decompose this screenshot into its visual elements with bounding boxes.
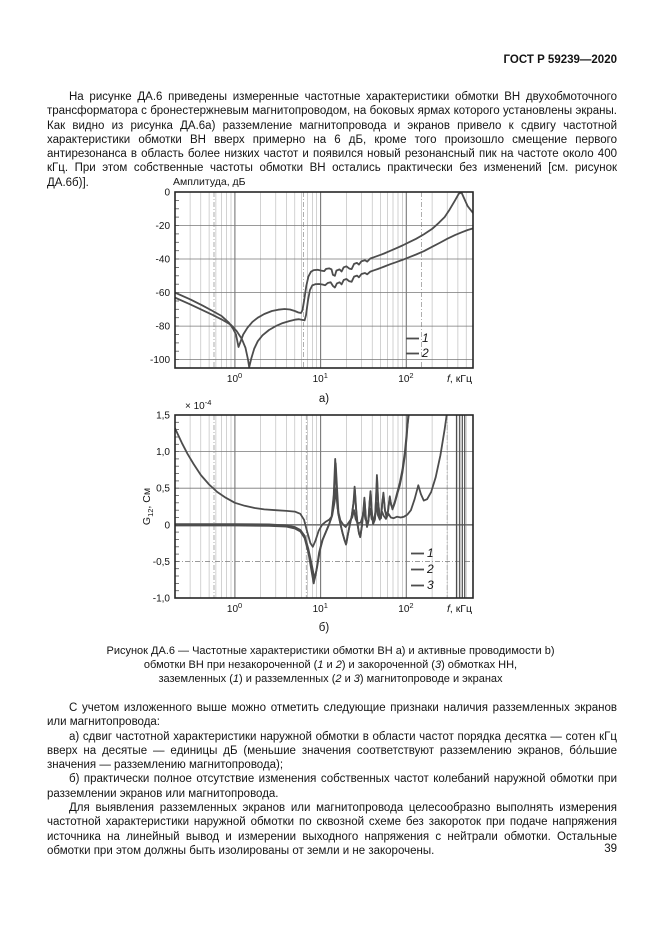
svg-text:0: 0 <box>164 520 170 531</box>
conclusions-block: С учетом изложенного выше можно отметить… <box>47 701 617 858</box>
final-paragraph: Для выявления разземленных экранов или м… <box>47 802 617 857</box>
chart-a-amplitude: 0 -20 -40 -60 -80 -100 100 101 102 f, кГц а) Амплит… <box>150 176 474 405</box>
svg-text:Амплитуда, дБ: Амплитуда, дБ <box>173 176 246 188</box>
chart-b-conductance: 1,5 1,0 0,5 0 -0,5 -1,0 100 101 102 f, кГц б) × 10-… <box>141 398 474 634</box>
svg-text:-40: -40 <box>156 255 171 266</box>
list-item-b: б) практически полное отсутствие изменен… <box>47 773 617 800</box>
intro-paragraph-block: На рисунке ДА.6 приведены измеренные час… <box>47 90 617 190</box>
svg-text:-100: -100 <box>150 355 170 366</box>
svg-text:1,0: 1,0 <box>156 447 170 458</box>
svg-text:1: 1 <box>427 546 434 560</box>
list-item-a: а) сдвиг частотной характеристики наружн… <box>47 730 617 772</box>
figure-caption-line2: обмотки ВН при незакороченной (1 и 2) и … <box>143 658 518 671</box>
figure-caption: Рисунок ДА.6 — Частотные характеристики … <box>0 645 661 686</box>
svg-text:1: 1 <box>422 331 429 345</box>
document-header: ГОСТ Р 59239—2020 <box>503 54 617 66</box>
summary-paragraph: С учетом изложенного выше можно отметить… <box>47 702 617 729</box>
svg-text:102: 102 <box>398 601 413 615</box>
svg-text:3: 3 <box>427 578 434 592</box>
svg-text:-1,0: -1,0 <box>153 594 171 605</box>
svg-text:0,5: 0,5 <box>156 484 170 495</box>
svg-text:102: 102 <box>398 371 413 385</box>
svg-text:100: 100 <box>227 601 242 615</box>
svg-text:× 10-4: × 10-4 <box>185 398 211 412</box>
intro-paragraph: На рисунке ДА.6 приведены измеренные час… <box>47 91 617 189</box>
svg-text:0: 0 <box>164 188 170 199</box>
svg-text:G12, См: G12, См <box>141 488 155 525</box>
svg-text:2: 2 <box>421 346 429 360</box>
svg-text:-20: -20 <box>156 221 171 232</box>
svg-text:-0,5: -0,5 <box>153 557 171 568</box>
figure-caption-line1: Рисунок ДА.6 — Частотные характеристики … <box>106 645 555 657</box>
svg-text:1,5: 1,5 <box>156 411 170 422</box>
svg-text:б): б) <box>319 622 330 634</box>
svg-text:101: 101 <box>313 371 328 385</box>
svg-text:а): а) <box>319 393 329 405</box>
svg-text:-60: -60 <box>156 288 171 299</box>
svg-text:f, кГц: f, кГц <box>447 373 472 385</box>
svg-text:100: 100 <box>227 371 242 385</box>
svg-text:2: 2 <box>426 562 434 576</box>
page-number: 39 <box>604 843 617 855</box>
svg-text:-80: -80 <box>156 322 171 333</box>
svg-text:101: 101 <box>313 601 328 615</box>
figure-caption-line3: заземленных (1) и разземленных (2 и 3) м… <box>158 672 503 685</box>
svg-text:f, кГц: f, кГц <box>447 603 472 615</box>
